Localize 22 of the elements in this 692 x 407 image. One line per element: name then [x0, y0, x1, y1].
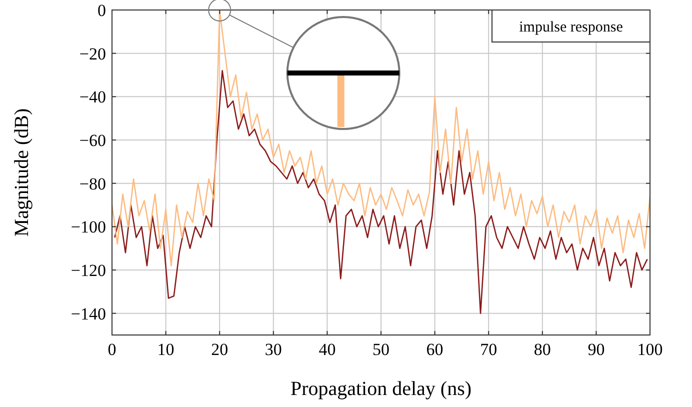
y-tick-label: −40: [79, 88, 106, 107]
line-series: [114, 70, 648, 314]
y-tick-label: −140: [70, 304, 106, 324]
x-tick-label: 40: [318, 340, 336, 359]
x-tick-label: 70: [480, 340, 498, 359]
x-tick-label: 50: [372, 340, 390, 359]
x-tick-label: 80: [534, 340, 551, 359]
x-tick-label: 30: [264, 340, 282, 359]
x-tick-label: 60: [426, 340, 444, 359]
x-tick-label: 100: [637, 340, 663, 359]
x-tick-label: 90: [588, 340, 605, 359]
y-tick-label: −60: [79, 130, 106, 150]
annotation: impulse response: [519, 19, 624, 36]
y-tick-label: −120: [70, 260, 106, 280]
y-tick-label: −80: [79, 174, 106, 194]
x-tick-label: 20: [211, 340, 228, 359]
y-tick-label: −20: [79, 44, 106, 64]
y-axis-title: Magnitude (dB): [11, 108, 33, 237]
y-tick-label: 0: [98, 0, 106, 20]
x-tick-label: 10: [157, 340, 174, 359]
x-axis-title: Propagation delay (ns): [290, 378, 472, 400]
y-tick-label: −100: [70, 218, 106, 237]
